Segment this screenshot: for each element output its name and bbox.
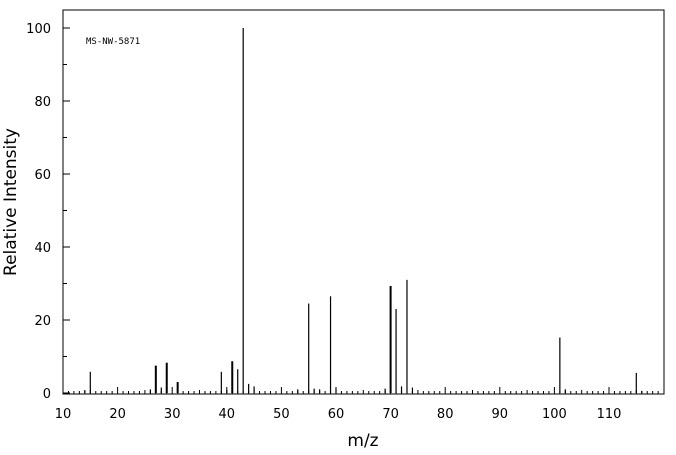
x-tick-label: 30 (164, 407, 181, 422)
x-tick-label: 50 (273, 407, 290, 422)
y-tick-label: 100 (26, 22, 51, 37)
x-minor-ticks (67, 390, 659, 394)
y-tick-label: 80 (34, 95, 51, 110)
x-axis-ticks: 10 20 30 40 50 60 70 80 90 100 110 (55, 387, 622, 422)
peak-bars (84, 28, 643, 393)
y-tick-label: 20 (34, 314, 51, 329)
x-tick-label: 10 (55, 407, 72, 422)
x-tick-label: 100 (542, 407, 567, 422)
x-tick-label: 70 (382, 407, 399, 422)
y-tick-label: 0 (43, 387, 51, 402)
x-tick-label: 40 (219, 407, 236, 422)
y-axis-ticks: 0 20 40 60 80 100 (26, 22, 70, 402)
x-axis-label: m/z (347, 431, 378, 451)
y-axis-label: Relative Intensity (1, 128, 21, 276)
x-tick-label: 90 (492, 407, 509, 422)
x-tick-label: 20 (109, 407, 126, 422)
plot-frame (62, 9, 665, 395)
y-tick-label: 40 (34, 241, 51, 256)
spectrum-id-annotation: MS-NW-5871 (86, 37, 140, 47)
x-tick-label: 110 (597, 407, 622, 422)
y-tick-label: 60 (34, 168, 51, 183)
x-tick-label: 60 (328, 407, 345, 422)
x-tick-label: 80 (437, 407, 454, 422)
